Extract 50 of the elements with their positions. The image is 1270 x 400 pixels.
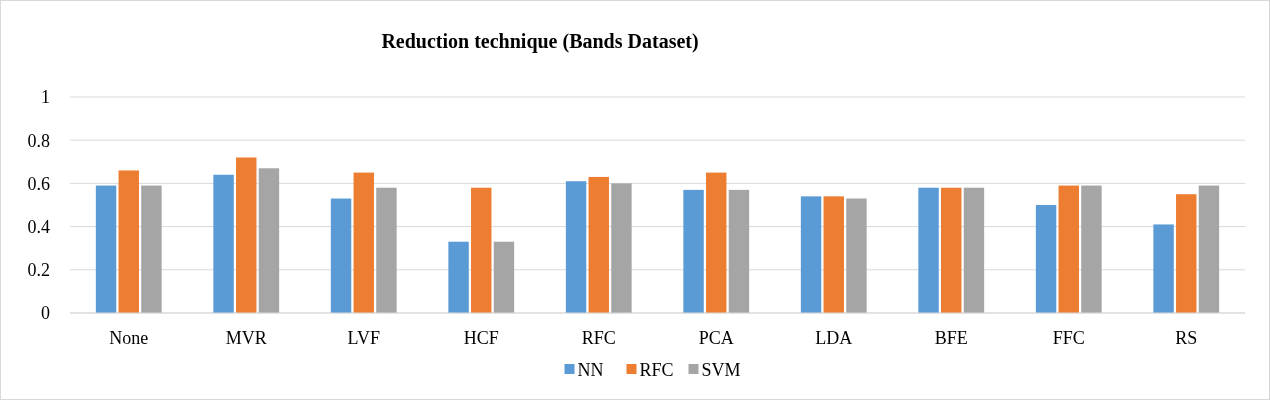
bar [800, 196, 822, 313]
y-tick-label: 0.4 [27, 216, 50, 237]
bar [683, 189, 704, 313]
chart-title: Reduction technique (Bands Dataset) [381, 30, 699, 53]
x-tick-label: None [109, 328, 149, 348]
bar [1176, 194, 1197, 313]
x-tick-label: HCF [463, 328, 499, 348]
bar [376, 187, 397, 313]
bar [448, 241, 469, 313]
bar [1058, 185, 1079, 313]
bar [471, 187, 492, 313]
bar [213, 174, 234, 313]
y-tick-label: 0.2 [27, 260, 50, 281]
x-tick-label: FFC [1052, 328, 1085, 348]
y-tick-label: 0.6 [27, 173, 50, 194]
bar [1035, 205, 1057, 313]
bar [1153, 224, 1174, 313]
x-tick-label: RS [1175, 328, 1198, 348]
x-tick-label: MVR [225, 328, 267, 348]
bar [1198, 185, 1220, 313]
bar [493, 241, 515, 313]
legend-label: SVM [701, 360, 741, 381]
bar [588, 176, 609, 313]
x-tick-label: BFE [934, 328, 968, 348]
bar [823, 196, 844, 313]
x-tick-label: RFC [581, 328, 616, 348]
bar [353, 172, 374, 313]
bar [918, 187, 939, 313]
x-tick-label: PCA [698, 328, 734, 348]
x-tick-label: LDA [815, 328, 853, 348]
bar [118, 170, 139, 313]
legend-label: RFC [639, 360, 674, 381]
y-tick-label: 0 [41, 303, 50, 324]
bar [963, 187, 985, 313]
bar [565, 181, 587, 313]
bar [258, 168, 280, 313]
bar [95, 185, 117, 313]
bar [706, 172, 727, 313]
bar [1081, 185, 1102, 313]
y-tick-label: 1 [41, 87, 50, 108]
legend-label: NN [577, 360, 604, 381]
y-tick-label: 0.8 [27, 130, 50, 151]
bar [611, 183, 632, 313]
bar [141, 185, 162, 313]
bar [330, 198, 352, 313]
bar [236, 157, 257, 313]
bar [728, 189, 750, 313]
bar [941, 187, 962, 313]
bar [846, 198, 867, 313]
x-tick-label: LVF [347, 328, 380, 348]
